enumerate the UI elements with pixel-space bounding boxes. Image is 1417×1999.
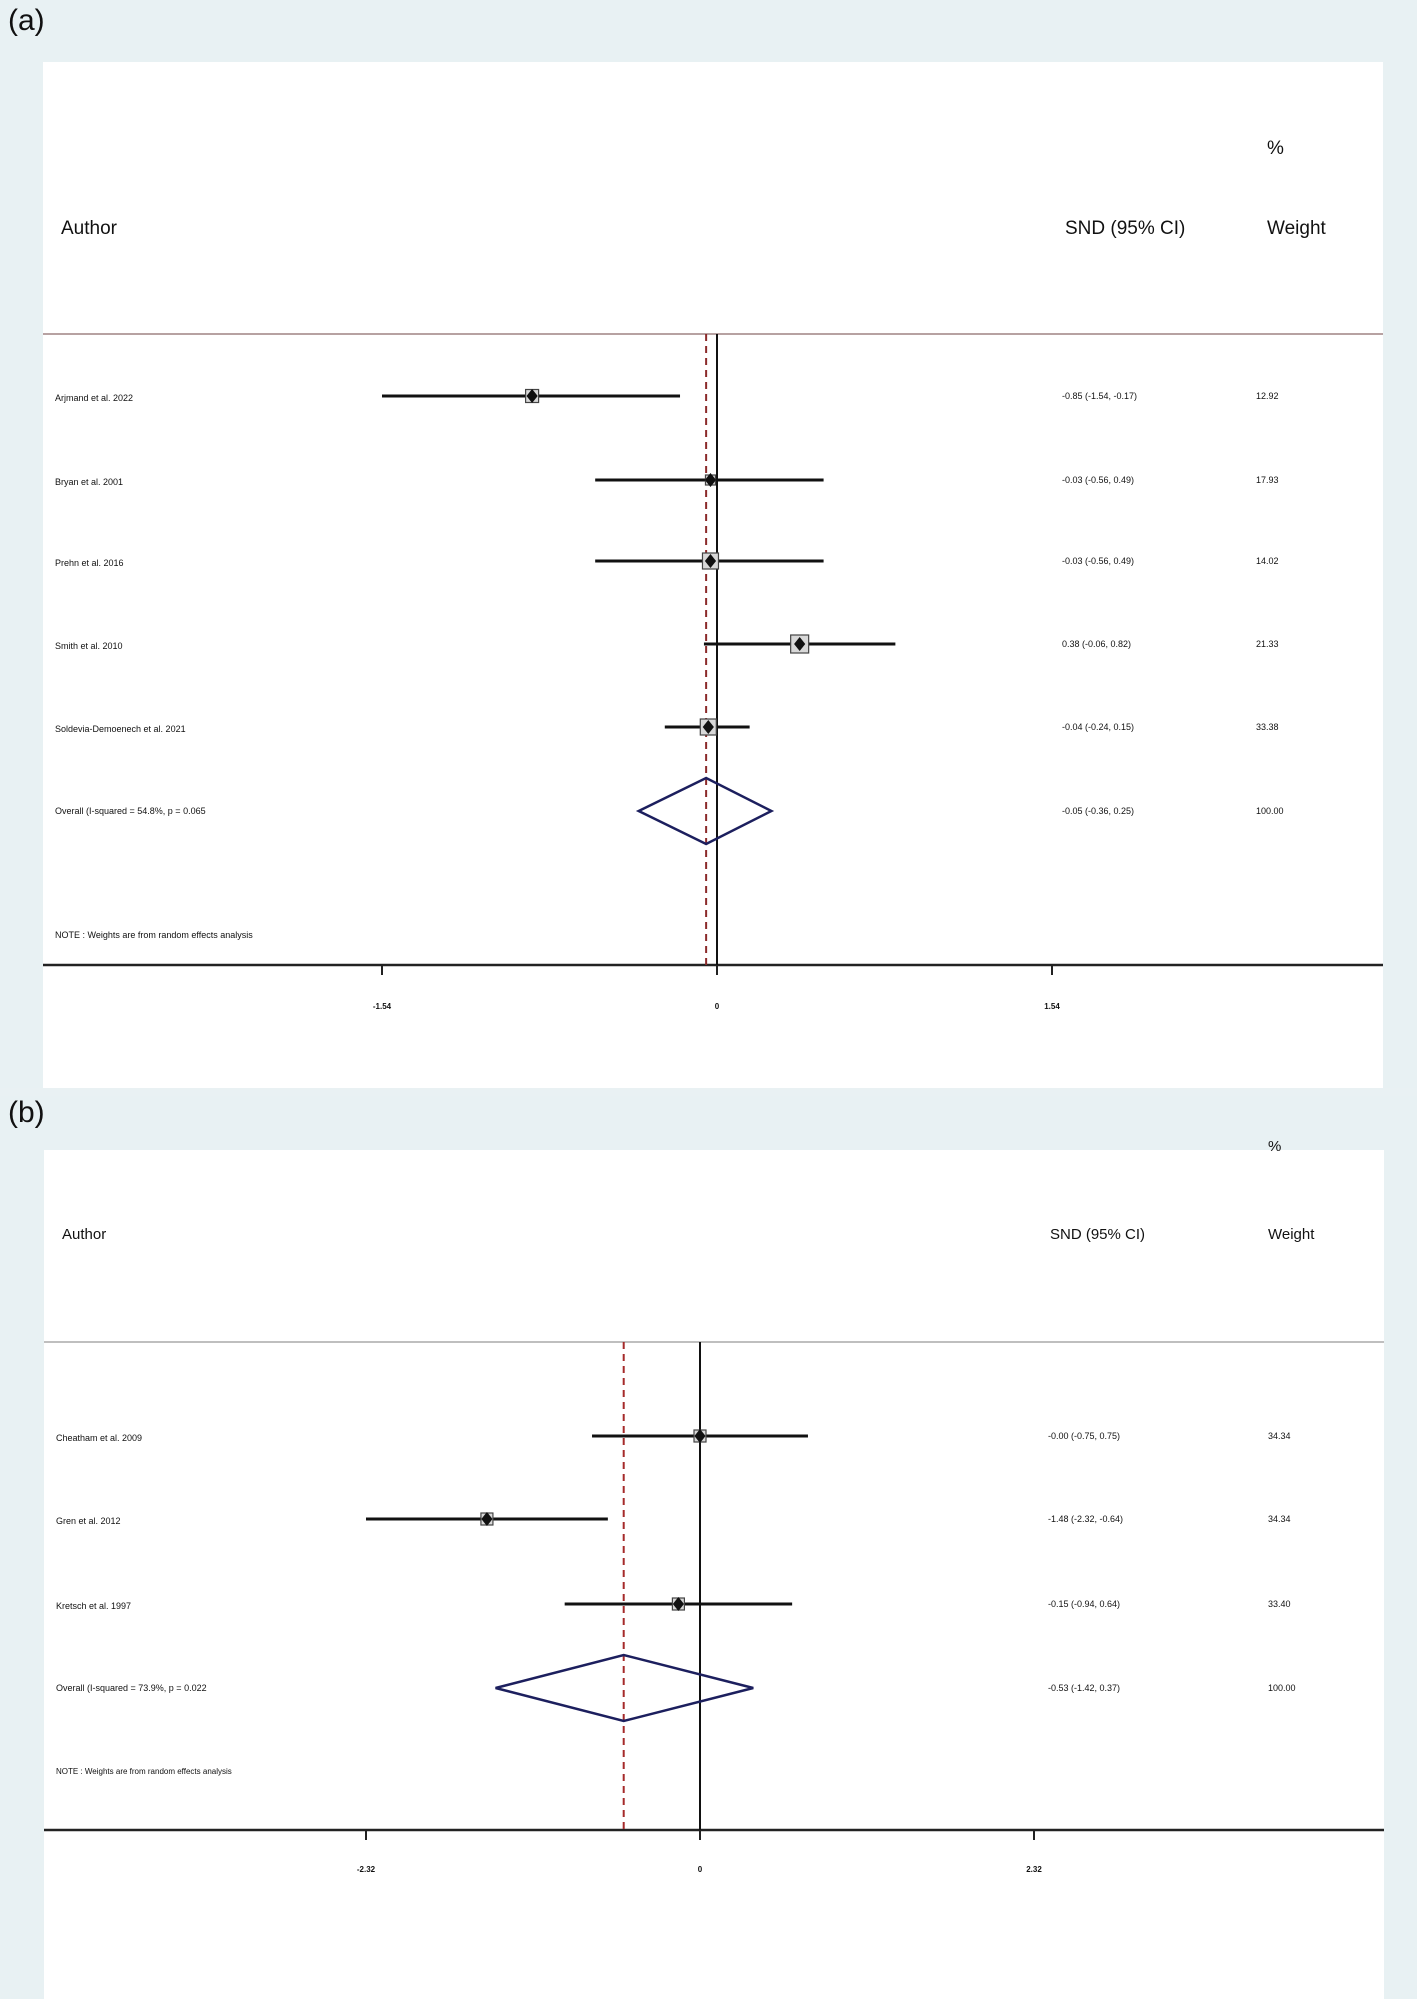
overall-diamond (635, 776, 775, 846)
overall-weight: 100.00 (1256, 806, 1284, 816)
point-estimate (672, 1597, 685, 1611)
study-label: Gren et al. 2012 (56, 1516, 121, 1526)
forest-svg (43, 333, 1383, 975)
overall-effect-ci: -0.53 (-1.42, 0.37) (1048, 1683, 1121, 1693)
point-estimate (704, 473, 717, 487)
study-label: Smith et al. 2010 (55, 641, 123, 651)
panel-a-label: (a) (8, 4, 45, 37)
overall-weight: 100.00 (1268, 1683, 1296, 1693)
study-effect-ci: -0.00 (-0.75, 0.75) (1048, 1431, 1121, 1441)
study-label: Prehn et al. 2016 (55, 558, 124, 568)
x-tick-label: 0 (714, 1002, 720, 1011)
header-percent: % (1267, 138, 1284, 159)
study-effect-ci: 0.38 (-0.06, 0.82) (1062, 639, 1132, 649)
study-weight: 21.33 (1256, 639, 1279, 649)
study-weight: 33.40 (1268, 1599, 1291, 1609)
overall-effect-ci: -0.05 (-0.36, 0.25) (1062, 806, 1135, 816)
study-effect-ci: -1.48 (-2.32, -0.64) (1048, 1514, 1124, 1524)
overall-label: Overall (I-squared = 54.8%, p = 0.065 (55, 806, 206, 816)
note-text: NOTE : Weights are from random effects a… (56, 1767, 232, 1776)
x-tick-label: 1.54 (1044, 1002, 1060, 1011)
panel-a: (a) Author SND (95% CI) % Weight NOTE : … (8, 4, 1383, 1088)
study-label: Kretsch et al. 1997 (56, 1601, 132, 1611)
study-weight: 34.34 (1268, 1514, 1291, 1524)
point-estimate (481, 1512, 493, 1526)
header-author: Author (61, 218, 117, 239)
header-author: Author (62, 1226, 107, 1243)
study-effect-ci: -0.04 (-0.24, 0.15) (1062, 722, 1135, 732)
point-estimate (794, 637, 806, 651)
header-percent: % (1268, 1138, 1282, 1155)
study-label: Soldevia-Demoenech et al. 2021 (55, 724, 186, 734)
header-effect: SND (95% CI) (1065, 218, 1186, 239)
point-estimate (526, 389, 538, 403)
overall-label: Overall (I-squared = 73.9%, p = 0.022 (56, 1683, 207, 1693)
x-tick-label: -2.32 (356, 1865, 376, 1874)
header-weight: Weight (1268, 1226, 1315, 1243)
forest-svg (44, 1341, 1384, 1840)
study-effect-ci: -0.03 (-0.56, 0.49) (1062, 475, 1135, 485)
note-text: NOTE : Weights are from random effects a… (55, 930, 253, 940)
header-effect: SND (95% CI) (1050, 1226, 1146, 1243)
study-weight: 33.38 (1256, 722, 1279, 732)
panel-b-label: (b) (8, 1096, 45, 1129)
point-estimate (704, 554, 717, 568)
study-label: Arjmand et al. 2022 (55, 393, 134, 403)
study-weight: 17.93 (1256, 475, 1279, 485)
forest-plot-a: Author SND (95% CI) % Weight NOTE : Weig… (43, 62, 1383, 1088)
study-label: Bryan et al. 2001 (55, 477, 124, 487)
study-label: Cheatham et al. 2009 (56, 1433, 143, 1443)
x-tick-label: 0 (697, 1865, 703, 1874)
forest-plot-b: Author SND (95% CI) % Weight NOTE : Weig… (44, 1138, 1384, 1999)
point-estimate (694, 1429, 706, 1443)
study-effect-ci: -0.03 (-0.56, 0.49) (1062, 556, 1135, 566)
overall-diamond (495, 1653, 754, 1723)
study-weight: 12.92 (1256, 391, 1279, 401)
x-tick-label: 2.32 (1026, 1865, 1042, 1874)
study-effect-ci: -0.15 (-0.94, 0.64) (1048, 1599, 1121, 1609)
study-effect-ci: -0.85 (-1.54, -0.17) (1062, 391, 1138, 401)
panel-b: (b) Author SND (95% CI) % Weight NOTE : … (0, 1096, 1417, 1999)
study-weight: 34.34 (1268, 1431, 1291, 1441)
x-tick-label: -1.54 (372, 1002, 392, 1011)
point-estimate (702, 720, 714, 734)
header-weight: Weight (1267, 218, 1326, 239)
study-weight: 14.02 (1256, 556, 1279, 566)
